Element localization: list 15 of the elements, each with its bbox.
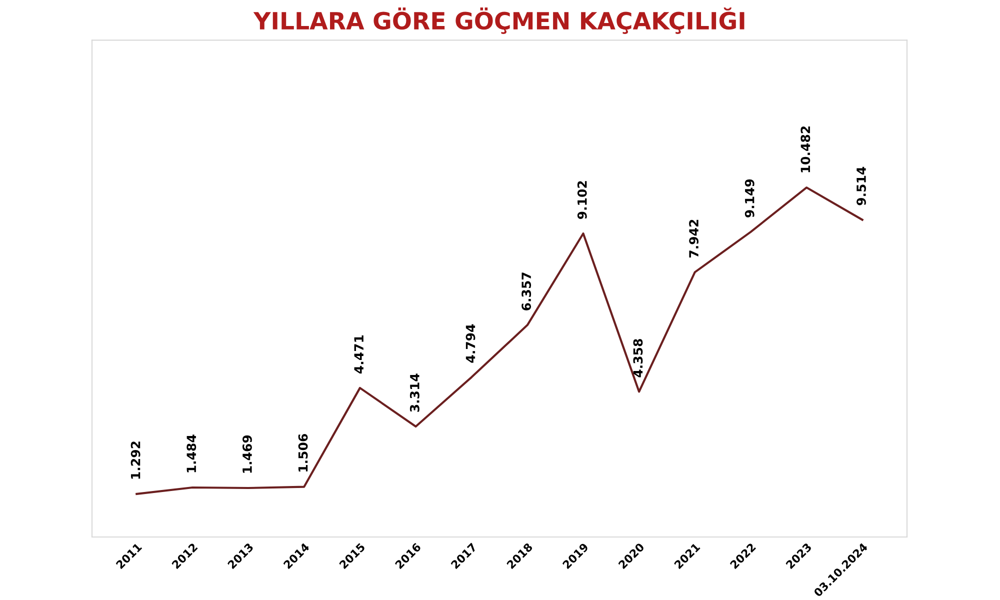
data-label: 9.102 — [577, 181, 587, 219]
data-label: 4.358 — [633, 339, 643, 378]
data-label: 4.794 — [466, 324, 476, 363]
chart-title: YILLARA GÖRE GÖÇMEN KAÇAKÇILIĞI — [253, 7, 744, 34]
data-label: 1.506 — [298, 434, 308, 472]
data-label: 1.292 — [130, 442, 140, 479]
data-label: 6.357 — [522, 272, 532, 310]
data-label: 1.469 — [242, 435, 252, 473]
data-label: 1.484 — [186, 434, 196, 472]
data-label: 10.482 — [800, 126, 810, 172]
data-label: 9.514 — [856, 166, 866, 206]
data-label: 7.942 — [689, 220, 699, 258]
data-label: 3.314 — [410, 374, 420, 412]
data-label: 9.149 — [744, 179, 754, 218]
data-label: 4.471 — [354, 335, 364, 374]
